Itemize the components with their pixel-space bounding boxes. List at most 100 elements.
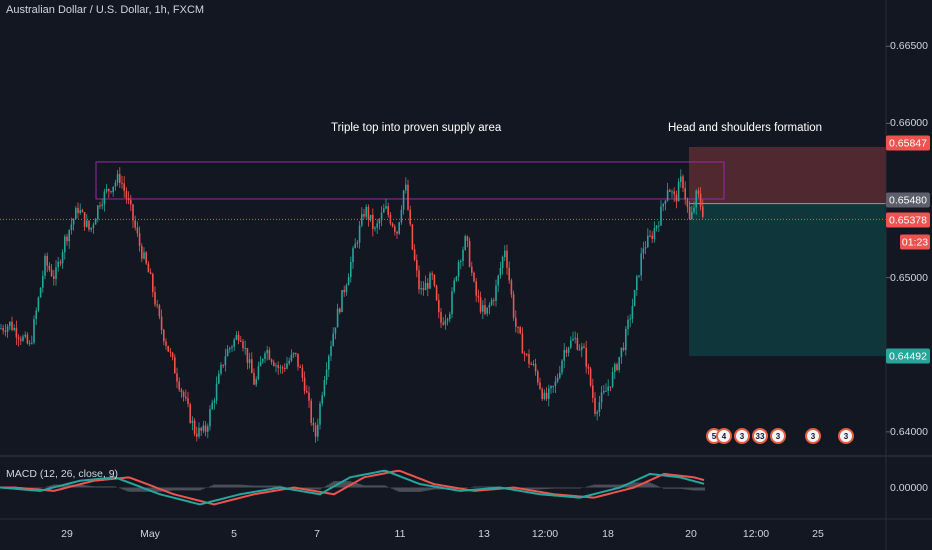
candle-body: [583, 346, 585, 348]
candle-body: [325, 369, 328, 381]
candle-body: [224, 356, 227, 366]
candle-body: [262, 359, 264, 362]
x-tick-label: 29: [61, 528, 73, 540]
candle-body: [545, 392, 548, 399]
candle-body: [490, 299, 493, 305]
candle-body: [680, 176, 682, 182]
candle-body: [561, 360, 563, 373]
candle-body: [649, 235, 651, 237]
candle-body: [339, 308, 341, 313]
candle-body: [620, 347, 623, 358]
event-flag[interactable]: 3: [734, 428, 750, 444]
candle-body: [446, 319, 449, 321]
candle-body: [33, 319, 35, 343]
candle-body: [361, 214, 363, 226]
candle-body: [493, 299, 495, 301]
candle-body: [614, 364, 616, 372]
candle-body: [44, 255, 46, 276]
candle-body: [114, 182, 117, 187]
macd-line: [0, 469, 705, 506]
event-flag[interactable]: 3: [770, 428, 786, 444]
candle-body: [501, 256, 504, 268]
candle-body: [20, 339, 22, 341]
candle-body: [290, 354, 293, 361]
candle-body: [237, 334, 240, 341]
candle-body: [669, 190, 671, 192]
candle-body: [220, 364, 222, 374]
candle-body: [457, 261, 460, 277]
x-tick-label: 5: [231, 528, 237, 540]
candle-body: [218, 373, 220, 384]
candle-body: [266, 349, 268, 354]
candle-body: [105, 189, 108, 192]
candle-body: [631, 306, 634, 319]
candle-body: [664, 200, 667, 205]
candle-body: [466, 236, 469, 241]
candle-body: [270, 359, 273, 363]
candle-body: [633, 290, 636, 307]
candle-body: [229, 347, 231, 350]
candle-body: [605, 390, 607, 392]
candle-body: [94, 219, 97, 225]
candle-body: [35, 310, 37, 320]
x-tick-label: 20: [685, 528, 697, 540]
candle-body: [125, 190, 128, 199]
candle-body: [482, 305, 484, 312]
candle-body: [116, 174, 119, 183]
event-flag[interactable]: 4: [716, 428, 732, 444]
candle-body: [354, 243, 356, 249]
candle-body: [141, 246, 143, 259]
event-flag[interactable]: 33: [752, 428, 768, 444]
candle-body: [442, 322, 444, 325]
candle-body: [70, 224, 73, 230]
event-flag[interactable]: 3: [805, 428, 821, 444]
candle-body: [592, 385, 594, 398]
candle-body: [475, 281, 477, 296]
candle-body: [418, 270, 420, 290]
candle-body: [207, 426, 209, 432]
candle-body: [77, 207, 79, 214]
candle-body: [460, 260, 462, 262]
candle-body: [200, 427, 202, 431]
candle-body: [658, 225, 660, 227]
candle-body: [53, 276, 55, 279]
candle-body: [611, 371, 614, 387]
candle-body: [530, 363, 532, 365]
candle-body: [149, 272, 152, 275]
candle-body: [253, 373, 255, 385]
candle-body: [246, 347, 249, 363]
candle-body: [677, 181, 680, 202]
candle-body: [235, 334, 238, 340]
candle-body: [259, 361, 262, 367]
event-flag[interactable]: 3: [838, 428, 854, 444]
candle-body: [444, 320, 447, 325]
candle-body: [374, 227, 376, 229]
candle-body: [72, 219, 75, 225]
candle-body: [424, 282, 427, 291]
candle-body: [308, 392, 310, 401]
candle-body: [110, 191, 112, 193]
annotation-head-and-shoulders: Head and shoulders formation: [668, 122, 823, 134]
candle-body: [112, 186, 114, 193]
candle-body: [9, 321, 11, 327]
candle-body: [123, 183, 125, 191]
candle-body: [86, 220, 88, 227]
candle-body: [363, 214, 365, 217]
candle-body: [438, 300, 440, 313]
candle-body: [539, 382, 541, 389]
candle-body: [640, 253, 642, 276]
candle-body: [477, 295, 480, 298]
candle-body: [13, 327, 15, 330]
candle-body: [594, 397, 596, 414]
candle-body: [103, 191, 106, 205]
candle-body: [156, 304, 158, 306]
candle-body: [693, 207, 695, 212]
candle-body: [411, 224, 414, 250]
candle-body: [136, 227, 139, 234]
candle-body: [215, 383, 218, 401]
candle-body: [433, 274, 436, 286]
candle-body: [169, 351, 172, 353]
candle-body: [22, 336, 24, 341]
candle-body: [244, 347, 246, 349]
